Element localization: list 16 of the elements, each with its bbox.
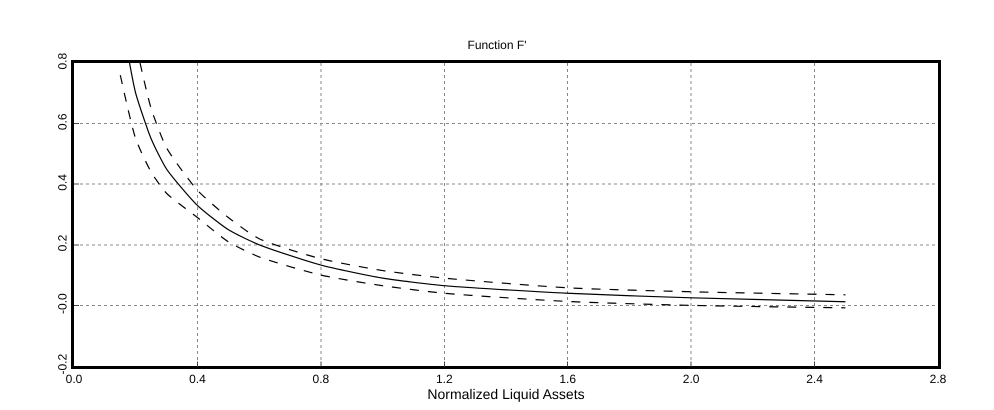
x-tick-label: 2.8 [930, 372, 947, 386]
y-tick-label: 0.8 [55, 52, 70, 70]
x-tick-label: 0.8 [312, 372, 330, 386]
chart-title: Function F' [468, 38, 526, 52]
x-axis-title: Normalized Liquid Assets [427, 386, 585, 402]
y-tick-label: 0.2 [55, 234, 70, 252]
y-tick-label: -0.2 [55, 354, 70, 375]
x-tick-label: 1.2 [436, 372, 453, 386]
x-tick-label: 0.0 [66, 372, 83, 386]
x-tick-label: 1.6 [559, 372, 576, 386]
x-tick-label: 2.4 [806, 372, 824, 386]
x-tick-label: 2.0 [682, 372, 700, 386]
y-tick-label: 0.6 [55, 113, 70, 130]
y-tick-label: -0.0 [55, 292, 70, 314]
x-tick-label: 0.4 [189, 372, 206, 386]
y-tick-label: 0.4 [55, 174, 70, 191]
